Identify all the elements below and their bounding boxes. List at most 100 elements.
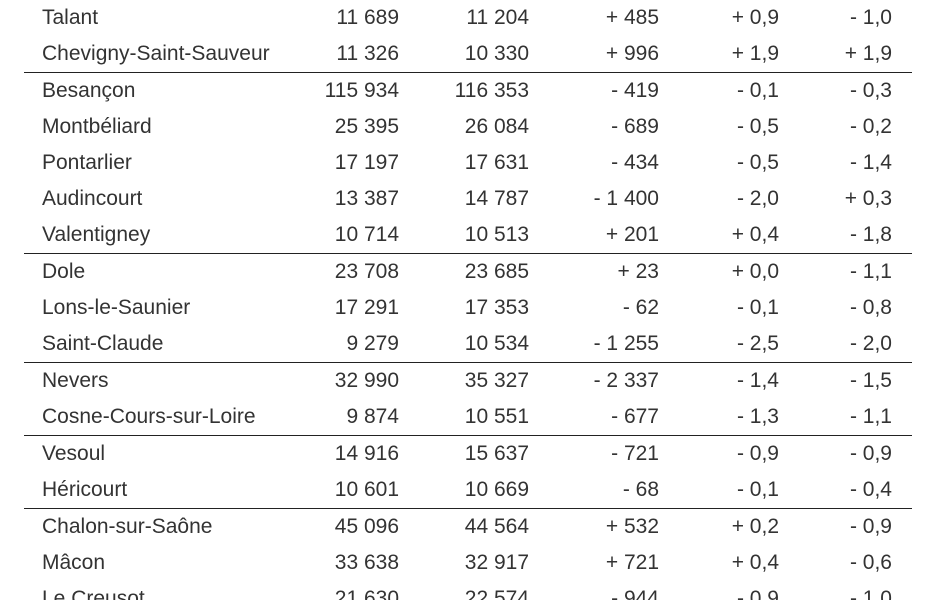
table-row: Le Creusot21 63022 574- 944- 0,9- 1,0 [24,581,912,600]
table-row: Audincourt13 38714 787- 1 400- 2,0+ 0,3 [24,181,912,217]
value-2: 23 685 [419,254,549,291]
city-name: Le Creusot [24,581,299,600]
value-1: 17 197 [299,145,419,181]
value-2: 15 637 [419,436,549,473]
city-name: Valentigney [24,217,299,254]
table-row: Héricourt10 60110 669- 68- 0,1- 0,4 [24,472,912,509]
percent-2: - 1,4 [799,145,912,181]
percent-2: - 1,1 [799,399,912,436]
difference: - 677 [549,399,679,436]
value-1: 13 387 [299,181,419,217]
percent-2: - 1,0 [799,0,912,36]
difference: - 1 255 [549,326,679,363]
value-2: 35 327 [419,363,549,400]
percent-2: - 2,0 [799,326,912,363]
table-row: Chevigny-Saint-Sauveur11 32610 330+ 996+… [24,36,912,73]
percent-1: + 0,2 [679,509,799,546]
percent-2: + 1,9 [799,36,912,73]
value-2: 10 513 [419,217,549,254]
percent-1: - 0,9 [679,436,799,473]
population-table-container: Talant11 68911 204+ 485+ 0,9- 1,0Chevign… [0,0,936,600]
percent-2: - 1,1 [799,254,912,291]
table-row: Lons-le-Saunier17 29117 353- 62- 0,1- 0,… [24,290,912,326]
difference: + 721 [549,545,679,581]
city-name: Cosne-Cours-sur-Loire [24,399,299,436]
city-name: Pontarlier [24,145,299,181]
value-2: 10 534 [419,326,549,363]
city-name: Saint-Claude [24,326,299,363]
difference: - 419 [549,73,679,110]
percent-2: - 0,3 [799,73,912,110]
value-2: 10 669 [419,472,549,509]
percent-2: - 0,6 [799,545,912,581]
percent-2: - 0,9 [799,436,912,473]
table-row: Cosne-Cours-sur-Loire9 87410 551- 677- 1… [24,399,912,436]
percent-1: + 0,4 [679,545,799,581]
table-row: Vesoul14 91615 637- 721- 0,9- 0,9 [24,436,912,473]
difference: - 434 [549,145,679,181]
value-1: 25 395 [299,109,419,145]
value-2: 26 084 [419,109,549,145]
value-1: 45 096 [299,509,419,546]
city-name: Mâcon [24,545,299,581]
value-1: 17 291 [299,290,419,326]
table-row: Pontarlier17 19717 631- 434- 0,5- 1,4 [24,145,912,181]
difference: - 689 [549,109,679,145]
city-name: Lons-le-Saunier [24,290,299,326]
value-1: 10 601 [299,472,419,509]
difference: + 532 [549,509,679,546]
table-row: Besançon115 934116 353- 419- 0,1- 0,3 [24,73,912,110]
value-2: 116 353 [419,73,549,110]
table-row: Dole23 70823 685+ 23+ 0,0- 1,1 [24,254,912,291]
percent-1: - 2,5 [679,326,799,363]
value-1: 11 326 [299,36,419,73]
city-name: Talant [24,0,299,36]
value-1: 21 630 [299,581,419,600]
value-2: 44 564 [419,509,549,546]
percent-1: + 0,9 [679,0,799,36]
percent-2: - 0,4 [799,472,912,509]
percent-1: + 0,0 [679,254,799,291]
city-name: Audincourt [24,181,299,217]
city-name: Montbéliard [24,109,299,145]
city-name: Dole [24,254,299,291]
value-2: 10 551 [419,399,549,436]
percent-1: - 0,5 [679,145,799,181]
city-name: Besançon [24,73,299,110]
percent-1: - 0,9 [679,581,799,600]
value-2: 10 330 [419,36,549,73]
percent-2: - 0,8 [799,290,912,326]
difference: - 2 337 [549,363,679,400]
value-2: 11 204 [419,0,549,36]
percent-1: - 0,5 [679,109,799,145]
value-1: 11 689 [299,0,419,36]
city-name: Vesoul [24,436,299,473]
city-name: Chalon-sur-Saône [24,509,299,546]
percent-1: - 0,1 [679,472,799,509]
population-table: Talant11 68911 204+ 485+ 0,9- 1,0Chevign… [24,0,912,600]
percent-2: - 1,8 [799,217,912,254]
difference: - 62 [549,290,679,326]
table-row: Saint-Claude9 27910 534- 1 255- 2,5- 2,0 [24,326,912,363]
value-1: 9 279 [299,326,419,363]
percent-1: - 1,4 [679,363,799,400]
percent-1: - 0,1 [679,73,799,110]
difference: - 944 [549,581,679,600]
table-row: Montbéliard25 39526 084- 689- 0,5- 0,2 [24,109,912,145]
difference: + 201 [549,217,679,254]
percent-2: - 1,0 [799,581,912,600]
value-2: 22 574 [419,581,549,600]
table-row: Chalon-sur-Saône45 09644 564+ 532+ 0,2- … [24,509,912,546]
city-name: Chevigny-Saint-Sauveur [24,36,299,73]
percent-1: - 2,0 [679,181,799,217]
city-name: Héricourt [24,472,299,509]
value-1: 10 714 [299,217,419,254]
difference: + 23 [549,254,679,291]
difference: - 721 [549,436,679,473]
percent-1: + 1,9 [679,36,799,73]
table-row: Nevers32 99035 327- 2 337- 1,4- 1,5 [24,363,912,400]
percent-2: - 0,2 [799,109,912,145]
percent-1: - 1,3 [679,399,799,436]
value-2: 17 353 [419,290,549,326]
percent-1: + 0,4 [679,217,799,254]
